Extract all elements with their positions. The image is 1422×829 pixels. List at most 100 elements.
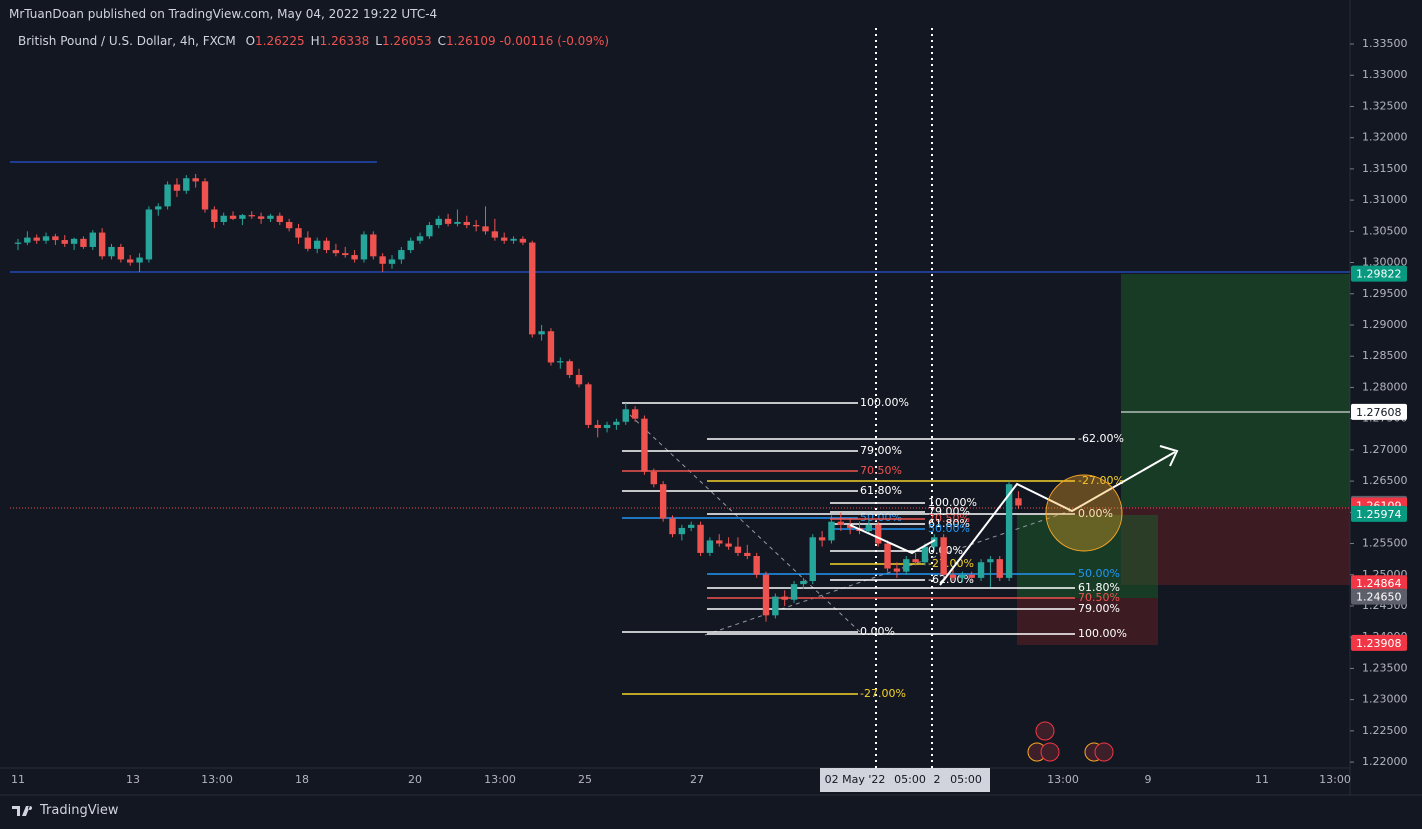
candle-body bbox=[463, 221, 470, 226]
candle-body bbox=[295, 228, 302, 238]
candle-body bbox=[875, 524, 882, 544]
candle-body bbox=[164, 184, 171, 207]
candle-body bbox=[650, 471, 657, 485]
time-label: 11 bbox=[11, 773, 25, 786]
price-tag-label: 1.24864 bbox=[1356, 577, 1402, 590]
ohlc-key: C bbox=[437, 34, 446, 48]
ohlc-value: 1.26338 bbox=[319, 34, 370, 48]
header: MrTuanDoan published on TradingView.com,… bbox=[0, 0, 1350, 60]
candle-body bbox=[220, 215, 227, 222]
long-target-zone bbox=[1121, 274, 1350, 507]
candle-body bbox=[893, 568, 901, 572]
candle-body bbox=[566, 361, 573, 375]
change: -0.00116 (-0.09%) bbox=[499, 34, 610, 48]
price-tick-label: 1.32500 bbox=[1362, 99, 1408, 112]
time-label: 9 bbox=[1145, 773, 1152, 786]
event-icon[interactable] bbox=[1094, 742, 1114, 762]
path-drawing bbox=[939, 451, 1176, 586]
candle-body bbox=[435, 218, 442, 226]
candle-body bbox=[575, 374, 583, 385]
candle-body bbox=[285, 221, 293, 229]
candle-body bbox=[865, 524, 873, 532]
price-tag bbox=[1351, 588, 1407, 605]
fib-label: 0.00% bbox=[860, 625, 895, 638]
price-tick-label: 1.27000 bbox=[1362, 443, 1408, 456]
candle-body bbox=[510, 238, 517, 241]
price-tick-label: 1.26500 bbox=[1362, 474, 1408, 487]
candle-body bbox=[239, 215, 246, 219]
price-tick-label: 1.23000 bbox=[1362, 693, 1408, 706]
candle-body bbox=[136, 257, 143, 263]
event-icon[interactable] bbox=[1040, 742, 1060, 762]
candle-body bbox=[734, 546, 742, 553]
candle-body bbox=[14, 242, 22, 244]
candle-body bbox=[201, 181, 209, 210]
price-tick-label: 1.25500 bbox=[1362, 537, 1408, 550]
fib-label: -62.00% bbox=[1078, 432, 1124, 445]
candle-body bbox=[24, 237, 31, 243]
candle-body bbox=[1015, 498, 1022, 506]
candle-body bbox=[940, 537, 947, 575]
candle-body bbox=[772, 596, 779, 616]
candle-body bbox=[276, 215, 283, 222]
long-stop-zone bbox=[1017, 598, 1158, 645]
fib-label: -27.00% bbox=[860, 687, 906, 700]
time-label: 18 bbox=[295, 773, 309, 786]
candle-body bbox=[117, 246, 125, 260]
candle-body bbox=[968, 574, 975, 578]
candle-body bbox=[108, 246, 115, 257]
highlight-circle bbox=[1045, 474, 1123, 552]
candle-body bbox=[594, 424, 601, 429]
candle-body bbox=[398, 250, 405, 260]
candle-body bbox=[472, 225, 480, 227]
candle-body bbox=[248, 215, 255, 217]
price-tag-label: 1.29822 bbox=[1356, 268, 1402, 281]
fib-label: 50.00% bbox=[928, 522, 970, 535]
price-tick-label: 1.22500 bbox=[1362, 724, 1408, 737]
fib-label: 70.50% bbox=[1078, 591, 1120, 604]
candle-body bbox=[491, 231, 499, 238]
fib-label: 61.80% bbox=[860, 484, 902, 497]
price-tag bbox=[1351, 403, 1407, 420]
candle-body bbox=[912, 559, 919, 563]
candle-body bbox=[98, 232, 106, 257]
candle-body bbox=[622, 409, 629, 422]
long-stop-zone bbox=[1121, 507, 1350, 585]
time-label: 13:00 bbox=[1047, 773, 1079, 786]
fib-label: 70.50% bbox=[928, 512, 970, 525]
candle-body bbox=[388, 259, 396, 264]
candle-body bbox=[987, 559, 994, 563]
candle-body bbox=[631, 409, 639, 419]
price-tick-label: 1.31500 bbox=[1362, 162, 1408, 175]
candle-body bbox=[42, 236, 50, 241]
candle-body bbox=[61, 240, 68, 244]
long-target-zone bbox=[1017, 515, 1158, 598]
footer: TradingView bbox=[12, 803, 119, 818]
candle-body bbox=[482, 226, 489, 232]
price-tick-label: 1.28500 bbox=[1362, 349, 1408, 362]
candle-body bbox=[370, 234, 377, 257]
candle-body bbox=[89, 232, 96, 247]
fib-label: 70.50% bbox=[860, 464, 902, 477]
candle-body bbox=[33, 237, 40, 241]
price-tick-label: 1.30500 bbox=[1362, 224, 1408, 237]
ohlc-value: 1.26225 bbox=[255, 34, 305, 48]
time-label: 02 May '22 bbox=[825, 773, 886, 786]
price-tag-label: 1.25974 bbox=[1356, 508, 1402, 521]
arrow-head bbox=[1159, 445, 1179, 467]
candle-body bbox=[52, 236, 59, 241]
price-tag bbox=[1351, 575, 1407, 592]
candle-body bbox=[585, 384, 592, 425]
time-label: 27 bbox=[690, 773, 704, 786]
price-tick-label: 1.30000 bbox=[1362, 256, 1408, 269]
candle-body bbox=[753, 556, 760, 575]
fib-label: 50.00% bbox=[1078, 567, 1120, 580]
event-icon[interactable] bbox=[1035, 721, 1055, 741]
candle-body bbox=[931, 537, 938, 547]
time-label: 13:00 bbox=[201, 773, 233, 786]
candle-body bbox=[183, 178, 190, 191]
candle-body bbox=[557, 361, 564, 363]
candle-body bbox=[706, 540, 714, 553]
price-tick-label: 1.22000 bbox=[1362, 755, 1408, 768]
